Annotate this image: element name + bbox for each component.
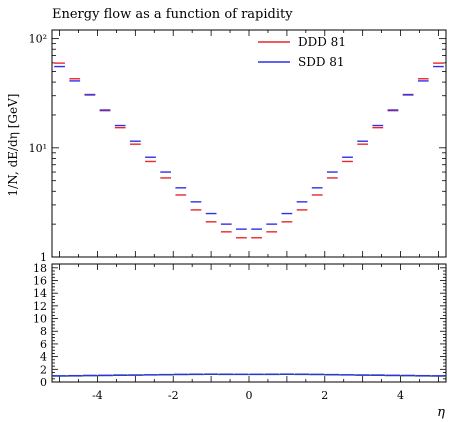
ratio-y-tick-label: 2	[40, 363, 47, 376]
x-axis-label: η	[437, 405, 445, 420]
main-plot-frame	[51, 29, 447, 258]
x-tick-label: -4	[92, 389, 103, 402]
y-tick-label: 1	[40, 251, 47, 264]
ratio-y-tick-label: 4	[40, 351, 47, 364]
x-tick-label: 2	[321, 389, 328, 402]
x-tick-label: 0	[246, 389, 253, 402]
ratio-y-tick-label: 14	[33, 287, 47, 300]
chart-title: Energy flow as a function of rapidity	[52, 7, 293, 22]
ratio-y-tick-label: 10	[33, 313, 47, 326]
series-sdd	[54, 65, 444, 230]
legend: DDD 81 SDD 81	[258, 35, 346, 69]
ratio-y-tick-label: 18	[33, 262, 47, 275]
ratio-y-tick-label: 6	[40, 338, 47, 351]
y-tick-label: 10²	[29, 33, 47, 46]
ratio-plot-frame	[51, 263, 447, 383]
ratio-series-sdd	[52, 373, 446, 377]
ratio-y-tick-label: 12	[33, 300, 47, 313]
ratio-y-tick-label: 16	[33, 274, 47, 287]
legend-label-ddd: DDD 81	[298, 35, 346, 49]
ratio-y-tick-label: 8	[40, 325, 47, 338]
x-tick-label: -2	[168, 389, 179, 402]
legend-label-sdd: SDD 81	[298, 55, 345, 69]
series-ddd	[54, 62, 444, 239]
y-axis-label: 1/N, dE/dη [GeV]	[6, 94, 20, 197]
ratio-y-tick-label: 0	[40, 376, 47, 389]
x-tick-label: 4	[397, 389, 404, 402]
main-plot-area: 1 10¹ 10²	[29, 29, 447, 264]
y-tick-label: 10¹	[29, 142, 47, 155]
